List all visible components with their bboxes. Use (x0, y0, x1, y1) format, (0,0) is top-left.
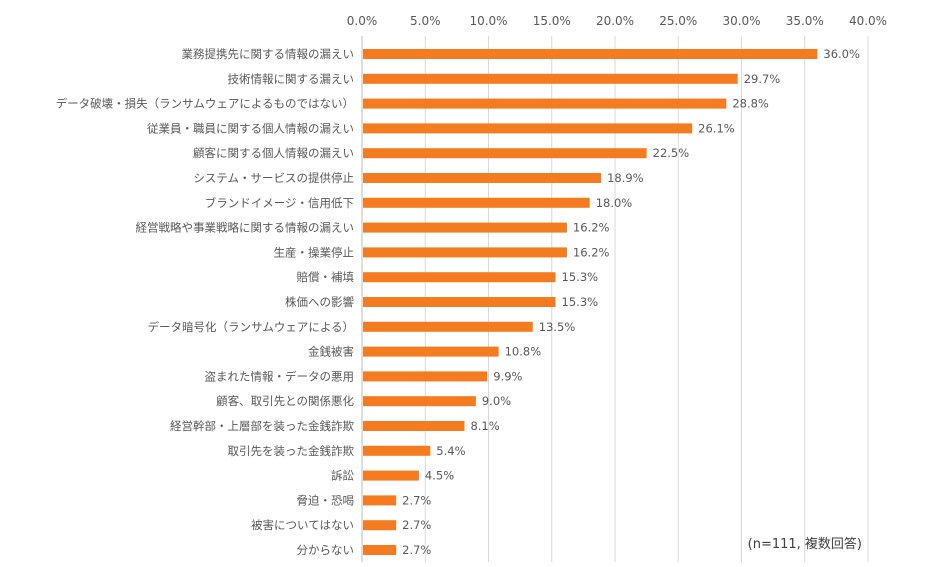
x-tick-label: 0.0% (347, 14, 378, 28)
data-label: 2.7% (402, 518, 431, 532)
bar (363, 148, 647, 159)
category-label: 顧客に関する個人情報の漏えい (193, 146, 354, 160)
x-tick-label: 15.0% (533, 14, 571, 28)
data-label: 36.0% (823, 47, 860, 61)
data-label: 9.9% (493, 369, 522, 383)
data-label: 8.1% (470, 419, 499, 433)
data-label: 4.5% (425, 469, 454, 483)
data-label: 26.1% (698, 121, 735, 135)
x-tick-label: 5.0% (410, 14, 441, 28)
x-axis-ticks: 0.0% 5.0% 10.0% 15.0% 20.0% 25.0% 30.0% 35.0% 40… (347, 14, 887, 28)
bar (363, 520, 397, 531)
data-label: 5.4% (436, 444, 465, 458)
category-label: 訴訟 (331, 469, 354, 483)
category-label: 脅迫・恐喝 (297, 493, 355, 507)
category-label: 顧客、取引先との関係悪化 (216, 394, 354, 408)
x-tick-label: 25.0% (659, 14, 697, 28)
category-label: 金銭被害 (308, 345, 354, 359)
data-label: 9.0% (482, 394, 511, 408)
bar (363, 272, 556, 283)
bar (363, 123, 693, 134)
bar (363, 495, 397, 506)
bar (363, 73, 738, 84)
data-label: 18.9% (607, 171, 644, 185)
x-tick-label: 20.0% (596, 14, 634, 28)
bar (363, 222, 567, 233)
bar (363, 421, 465, 431)
sample-note: (n=111, 複数回答) (748, 536, 862, 552)
data-label: 2.7% (402, 493, 431, 507)
bar (363, 197, 590, 208)
category-label: 従業員・職員に関する個人情報の漏えい (147, 121, 354, 135)
data-label: 2.7% (402, 543, 431, 557)
bar (363, 346, 499, 357)
bar (363, 445, 431, 456)
x-tick-label: 40.0% (849, 14, 887, 28)
data-label: 18.0% (596, 196, 633, 210)
data-label: 16.2% (573, 245, 610, 259)
bar (363, 98, 727, 109)
bar (363, 371, 488, 382)
data-label: 28.8% (732, 97, 769, 111)
data-label: 29.7% (744, 72, 781, 86)
category-label: 経営戦略や事業戦略に関する情報の漏えい (136, 221, 355, 235)
bar (363, 396, 476, 407)
category-label: 業務提携先に関する情報の漏えい (182, 47, 355, 61)
category-label: ブランドイメージ・信用低下 (205, 196, 354, 210)
data-label: 22.5% (653, 146, 690, 160)
category-label: 技術情報に関する漏えい (228, 72, 355, 86)
category-label: 被害についてはない (251, 518, 354, 532)
bar (363, 545, 397, 555)
x-tick-label: 35.0% (786, 14, 824, 28)
bar (363, 49, 818, 59)
category-label: 賠償・補填 (297, 270, 355, 284)
bar (363, 470, 419, 481)
data-label: 15.3% (562, 295, 599, 309)
data-label: 13.5% (539, 320, 576, 334)
category-label: 生産・操業停止 (274, 245, 355, 259)
x-tick-label: 10.0% (469, 14, 507, 28)
bar (363, 247, 567, 258)
data-label: 15.3% (562, 270, 599, 284)
bar (363, 297, 556, 307)
bar (363, 321, 533, 332)
category-label: 経営幹部・上層部を装った金銭詐欺 (170, 419, 354, 433)
category-label: 盗まれた情報・データの悪用 (205, 369, 355, 383)
bar (363, 173, 602, 183)
category-label: 株価への影響 (285, 295, 354, 309)
x-tick-label: 30.0% (722, 14, 760, 28)
category-label: データ破壊・損失（ランサムウェアによるものではない） (56, 97, 354, 111)
category-label: 分からない (297, 543, 355, 557)
category-label: システム・サービスの提供停止 (193, 171, 354, 185)
data-label: 16.2% (573, 221, 610, 235)
data-label: 10.8% (505, 345, 542, 359)
category-label: データ暗号化（ランサムウェアによる） (148, 320, 354, 334)
bars: 業務提携先に関する情報の漏えい 36.0% 技術情報に関する漏えい 29.7% データ破… (56, 47, 860, 557)
category-label: 取引先を装った金銭詐欺 (228, 444, 355, 458)
